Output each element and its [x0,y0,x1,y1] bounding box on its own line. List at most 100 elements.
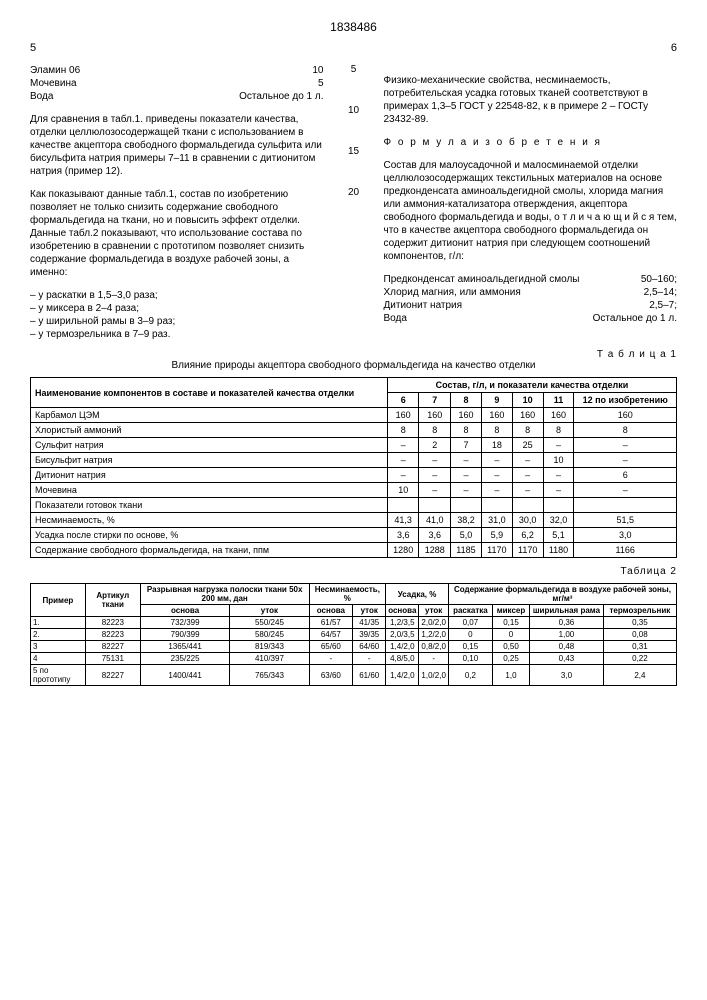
t1-cell: 1180 [543,543,574,558]
ingredient-row: Мочевина 5 [30,77,324,90]
claim-value: 50–160; [641,273,677,286]
t1-header-group: Состав, г/л, и показатели качества отдел… [387,378,676,393]
t2-cell: 82227 [85,641,140,653]
right-para-2: Состав для малоусадочной и малосминаемой… [384,159,678,263]
t2-cell: 0,10 [448,653,492,665]
t2-cell: 2. [31,629,86,641]
t1-cell: 8 [387,423,419,438]
t1-col-header: 7 [419,393,451,408]
t2-cell: 550/245 [230,617,309,629]
t2-cell: 0,07 [448,617,492,629]
t2-h: Разрывная нагрузка полоски ткани 50x 200… [140,584,309,605]
t1-cell: 30,0 [512,513,543,528]
t1-col-header: 11 [543,393,574,408]
t1-cell: 160 [419,408,451,423]
t2-cell: 2,0/2,0 [419,617,448,629]
ingredient-name: Мочевина [30,77,77,90]
t2-h: уток [230,605,309,617]
line-number: 5 [344,64,364,75]
t1-cell: – [387,468,419,483]
t2-h: раскатка [448,605,492,617]
claim-row: Хлорид магния, или аммония2,5–14; [384,286,678,299]
t2-cell: 819/343 [230,641,309,653]
claim-value: Остальное до 1 л. [593,312,677,325]
t1-col-header: 9 [481,393,512,408]
t2-h: уток [419,605,448,617]
t1-row-label: Несминаемость, % [31,513,388,528]
t1-cell: – [543,438,574,453]
t1-cell [512,498,543,513]
t1-cell: 8 [481,423,512,438]
t1-cell: 160 [451,408,482,423]
bullet-item: – у ширильной рамы в 3–9 раз; [30,315,324,328]
t1-cell: 8 [451,423,482,438]
t2-cell: 0,50 [492,641,529,653]
t2-cell: 0,2 [448,665,492,686]
t1-cell: 18 [481,438,512,453]
t1-cell: 3,6 [387,528,419,543]
t2-h: ширильная рама [530,605,604,617]
t2-cell: - [353,653,386,665]
t1-row-label: Содержание свободного формальдегида, на … [31,543,388,558]
line-numbers: 5101520 [344,64,364,341]
t2-cell: 0,15 [448,641,492,653]
t2-cell: 2,4 [603,665,676,686]
t2-h: основа [140,605,230,617]
t2-cell: 0,36 [530,617,604,629]
t1-cell: 8 [543,423,574,438]
t2-cell: 75131 [85,653,140,665]
ingredient-name: Вода [30,90,53,103]
t2-cell: 4,8/5,0 [386,653,419,665]
t1-cell: – [512,468,543,483]
t2-h: основа [386,605,419,617]
t2-cell: 64/60 [353,641,386,653]
t2-cell: 1,4/2,0 [386,665,419,686]
t2-cell: 0,43 [530,653,604,665]
t1-cell: – [419,483,451,498]
t1-cell: – [387,453,419,468]
t2-cell: 1,2/3,5 [386,617,419,629]
t1-cell: 8 [419,423,451,438]
ingredient-value: 5 [318,77,324,90]
t2-cell: 4 [31,653,86,665]
line-number: 10 [344,105,364,116]
ingredient-value: Остальное до 1 л. [239,90,323,103]
ingredient-row: Вода Остальное до 1 л. [30,90,324,103]
two-column-body: Эламин 0610Мочевина5ВодаОстальное до 1 л… [30,64,677,341]
t1-row-label: Усадка после стирки по основе, % [31,528,388,543]
table1-subtitle: Влияние природы акцептора свободного фор… [30,360,677,371]
t1-cell: 31,0 [481,513,512,528]
right-para-1: Физико-механические свойства, несминаемо… [384,74,678,126]
t1-cell: 1185 [451,543,482,558]
doc-number: 1838486 [30,20,677,34]
claim-name: Хлорид магния, или аммония [384,286,521,299]
t2-cell: 790/399 [140,629,230,641]
t1-cell: – [387,438,419,453]
t2-cell: 1,0/2,0 [419,665,448,686]
table2-caption: Таблица 2 [30,566,677,577]
line-number: 15 [344,146,364,157]
table1-caption: Т а б л и ц а 1 [30,349,677,360]
bullet-item: – у раскатки в 1,5–3,0 раза; [30,289,324,302]
ingredient-list: Эламин 0610Мочевина5ВодаОстальное до 1 л… [30,64,324,103]
t1-cell: 1288 [419,543,451,558]
t1-cell [387,498,419,513]
t2-cell: 1,0 [492,665,529,686]
t1-cell: 160 [574,408,677,423]
t1-cell: 8 [574,423,677,438]
t1-cell: 41,3 [387,513,419,528]
t2-cell: 3,0 [530,665,604,686]
left-para-1: Для сравнения в табл.1. приведены показа… [30,113,324,178]
table-2: Пример Артикул ткани Разрывная нагрузка … [30,583,677,686]
t2-cell: 65/60 [309,641,353,653]
t1-row-label: Мочевина [31,483,388,498]
t2-h: Артикул ткани [85,584,140,617]
left-para-2: Как показывают данные табл.1, состав по … [30,188,324,279]
t2-cell: 5 по прототипу [31,665,86,686]
t2-cell: 1. [31,617,86,629]
t2-cell: 0,15 [492,617,529,629]
t1-cell: – [451,453,482,468]
claim-name: Дитионит натрия [384,299,463,312]
t2-cell: 39/35 [353,629,386,641]
t1-cell: 160 [387,408,419,423]
